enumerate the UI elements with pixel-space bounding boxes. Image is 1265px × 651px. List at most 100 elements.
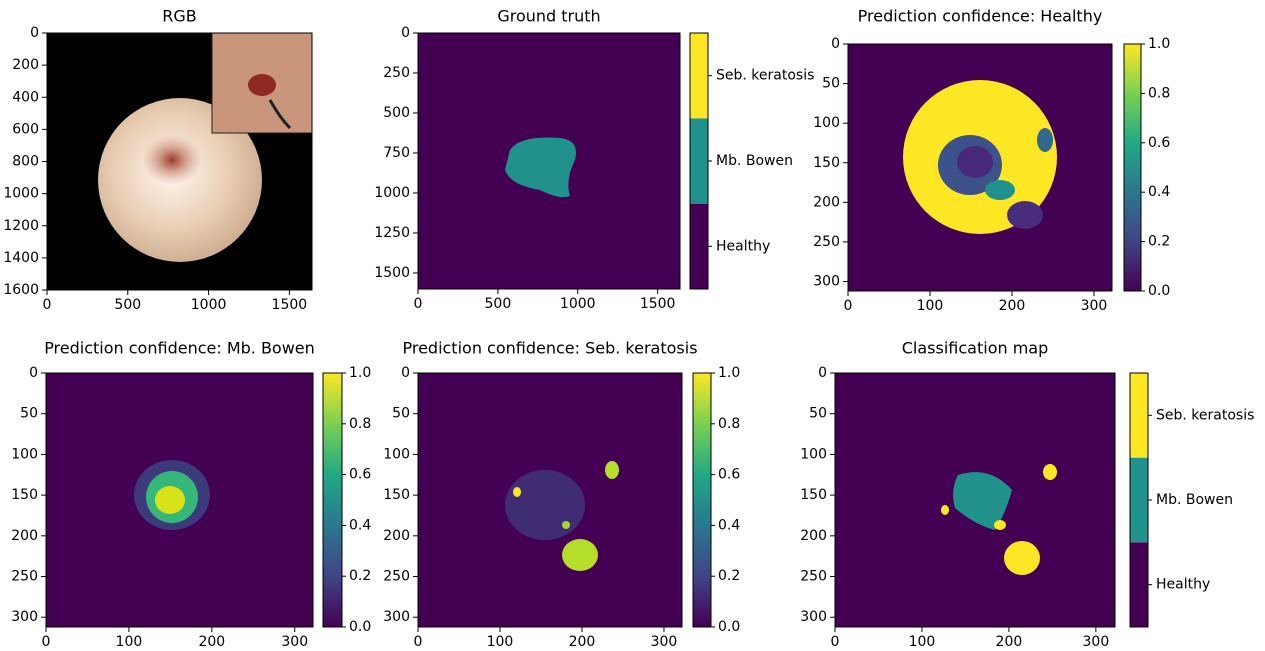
y-tick-label: 100 (383, 446, 410, 462)
y-tick-label: 1400 (3, 250, 39, 266)
colorbar-segment (1130, 373, 1148, 458)
y-tick-label: 300 (813, 274, 840, 290)
y-tick-label: 600 (12, 121, 39, 137)
y-tick-label: 0 (831, 36, 840, 52)
colorbar-segment (1130, 542, 1148, 627)
y-tick-label: 1000 (3, 186, 39, 202)
colorbar-label: 0.8 (1148, 85, 1170, 101)
y-tick-label: 50 (392, 406, 410, 422)
y-tick-label: 150 (813, 155, 840, 171)
y-tick-label: 0 (818, 365, 827, 381)
colorbar-label: Mb. Bowen (716, 153, 793, 169)
y-tick-label: 100 (813, 115, 840, 131)
y-tick-label: 300 (383, 609, 410, 625)
colorbar-label: 0.8 (718, 416, 740, 432)
y-tick-label: 250 (383, 569, 410, 585)
image-classification (835, 373, 1115, 627)
x-tick-label: 100 (917, 298, 944, 314)
x-tick-label: 300 (1083, 634, 1110, 650)
x-tick-label: 200 (569, 634, 596, 650)
y-tick-label: 750 (383, 145, 410, 161)
colorbar-label: Seb. keratosis (716, 68, 814, 84)
colorbar-label: 0.2 (718, 568, 740, 584)
colorbar-label: 0.6 (349, 467, 371, 483)
chart-title: Prediction confidence: Mb. Bowen (44, 339, 315, 358)
colorbar-segment (690, 203, 708, 289)
colorbar-frame (1123, 43, 1142, 292)
x-tick-label: 200 (996, 634, 1023, 650)
chart-title: Prediction confidence: Seb. keratosis (402, 339, 697, 358)
colorbar-label: 0.0 (1148, 283, 1170, 299)
y-tick-label: 200 (11, 528, 38, 544)
colorbar-label: Healthy (1156, 577, 1210, 593)
colorbar-frame (689, 32, 709, 290)
image-bowen (46, 373, 313, 627)
y-tick-label: 0 (401, 25, 410, 41)
colorbar-label: 0.8 (349, 416, 371, 432)
x-tick-label: 500 (114, 297, 141, 313)
image-ground-truth (418, 33, 680, 289)
colorbar-label: 0.6 (718, 467, 740, 483)
axes-frame (417, 372, 683, 628)
y-tick-label: 400 (12, 89, 39, 105)
y-tick-label: 50 (20, 406, 38, 422)
x-tick-label: 1000 (560, 296, 596, 312)
y-tick-label: 300 (11, 609, 38, 625)
y-tick-label: 50 (822, 76, 840, 92)
x-tick-label: 0 (414, 296, 423, 312)
colorbar (693, 373, 711, 627)
colorbar-segment (690, 33, 708, 119)
x-tick-label: 200 (999, 298, 1026, 314)
y-tick-label: 300 (800, 609, 827, 625)
colorbar-label: 0.4 (1148, 184, 1170, 200)
colorbar-frame (1129, 372, 1149, 628)
axes-frame (417, 32, 681, 290)
x-tick-label: 100 (909, 634, 936, 650)
image-healthy (848, 44, 1112, 291)
colorbar-segment (1130, 457, 1148, 543)
x-tick-label: 300 (651, 634, 678, 650)
y-tick-label: 250 (383, 65, 410, 81)
y-tick-label: 200 (12, 57, 39, 73)
colorbar-frame (322, 372, 343, 628)
x-tick-label: 0 (43, 297, 52, 313)
colorbar-label: 0.0 (349, 619, 371, 635)
y-tick-label: 1250 (374, 225, 410, 241)
chart-title: Prediction confidence: Healthy (858, 7, 1103, 26)
axes-frame (847, 43, 1113, 292)
colorbar-label: Healthy (716, 238, 770, 254)
x-tick-label: 1000 (191, 297, 227, 313)
y-tick-label: 200 (383, 528, 410, 544)
colorbar-label: Mb. Bowen (1156, 492, 1233, 508)
colorbar-label: 0.2 (349, 568, 371, 584)
colorbar-label: 1.0 (349, 365, 371, 381)
x-tick-label: 300 (1081, 298, 1108, 314)
colorbar-label: Seb. keratosis (1156, 407, 1254, 423)
y-tick-label: 0 (401, 365, 410, 381)
y-tick-label: 500 (383, 105, 410, 121)
colorbar-label: 1.0 (718, 365, 740, 381)
y-tick-label: 100 (11, 446, 38, 462)
chart-title: RGB (162, 7, 197, 26)
colorbar-label: 0.2 (1148, 234, 1170, 250)
x-tick-label: 500 (485, 296, 512, 312)
y-tick-label: 50 (809, 406, 827, 422)
y-tick-label: 150 (800, 487, 827, 503)
chart-title: Classification map (902, 339, 1049, 358)
chart-title: Ground truth (497, 7, 600, 26)
x-tick-label: 1500 (640, 296, 676, 312)
x-tick-label: 200 (198, 634, 225, 650)
x-tick-label: 0 (831, 634, 840, 650)
y-tick-label: 800 (12, 154, 39, 170)
colorbar-segment (690, 118, 708, 204)
colorbar (323, 373, 342, 627)
y-tick-label: 1600 (3, 282, 39, 298)
y-tick-label: 0 (29, 365, 38, 381)
y-tick-label: 250 (800, 569, 827, 585)
y-tick-label: 150 (383, 487, 410, 503)
y-tick-label: 0 (30, 25, 39, 41)
y-tick-label: 1000 (374, 185, 410, 201)
axes-frame (834, 372, 1116, 628)
y-tick-label: 250 (11, 569, 38, 585)
